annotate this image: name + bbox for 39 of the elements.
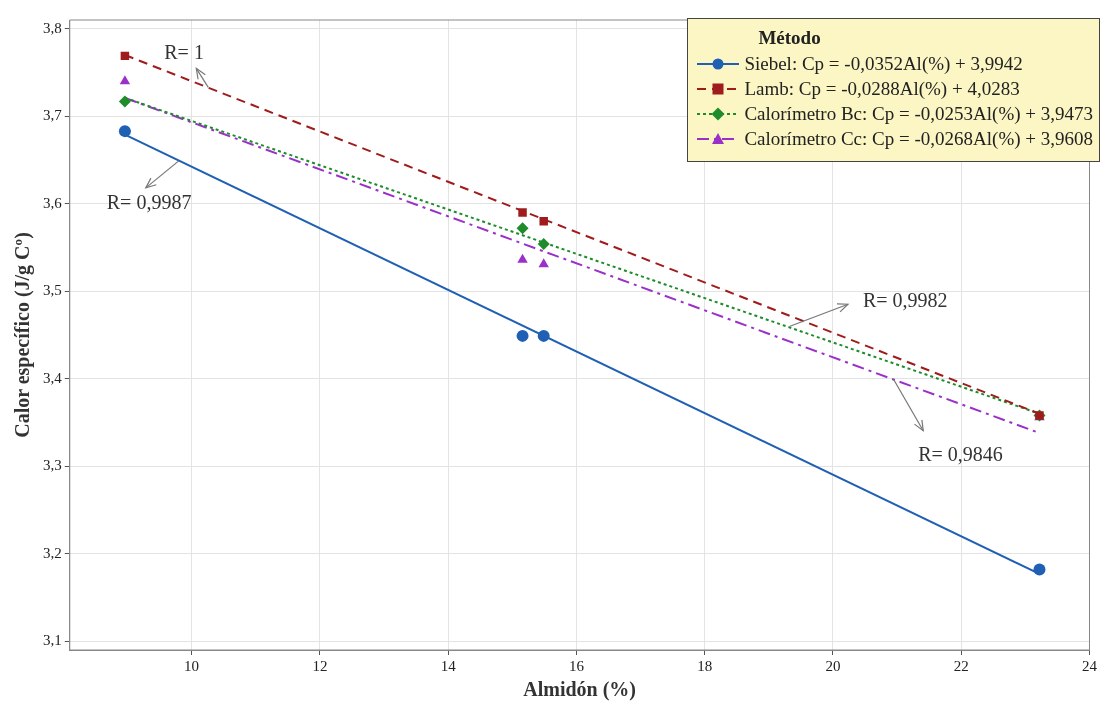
y-tick-label: 3,5: [43, 282, 62, 299]
point: [516, 329, 529, 342]
point: [538, 258, 549, 268]
point: [1033, 563, 1046, 576]
point: [516, 222, 529, 235]
point: [118, 125, 131, 138]
point: [517, 253, 528, 263]
y-tick-label: 3,1: [43, 632, 62, 649]
x-tick-label: 22: [953, 657, 969, 674]
x-tick-label: 20: [825, 657, 841, 674]
y-axis-title: Calor específico (J/g Cº): [11, 232, 35, 438]
point: [537, 329, 550, 342]
annotation: R= 0,9846: [918, 443, 1003, 465]
x-tick-label: 10: [184, 657, 200, 674]
legend-label: Lamb: Cp = -0,0288Al(%) + 4,0283: [744, 77, 1020, 101]
y-tick-label: 3,7: [43, 107, 63, 124]
point: [537, 238, 550, 250]
y-tick-label: 3,4: [43, 369, 63, 386]
annotation: R= 0,9987: [106, 191, 192, 214]
point: [539, 217, 548, 226]
y-tick-label: 3,2: [43, 544, 62, 561]
x-tick-label: 16: [568, 657, 585, 674]
y-tick-label: 3,6: [43, 194, 63, 211]
annotation: R= 1: [164, 40, 204, 63]
y-tick-label: 3,8: [43, 19, 62, 36]
y-tick-label: 3,3: [43, 457, 62, 474]
legend-label: Calorímetro Bc: Cp = -0,0253Al(%) + 3,9473: [744, 102, 1093, 126]
x-tick-label: 24: [1082, 657, 1098, 674]
legend-label: Calorímetro Cc: Cp = -0,0268Al(%) + 3,9608: [744, 127, 1093, 151]
point: [118, 95, 131, 108]
annotation: R= 0,9982: [862, 288, 948, 311]
legend-title: Método: [758, 27, 822, 49]
x-axis-title: Almidón (%): [523, 678, 637, 702]
x-tick-label: 12: [312, 657, 328, 674]
legend-label: Siebel: Cp = -0,0352Al(%) + 3,9942: [744, 52, 1023, 76]
x-tick-label: 18: [697, 657, 713, 674]
x-tick-label: 14: [440, 657, 457, 674]
point: [518, 208, 527, 217]
point: [119, 75, 131, 85]
